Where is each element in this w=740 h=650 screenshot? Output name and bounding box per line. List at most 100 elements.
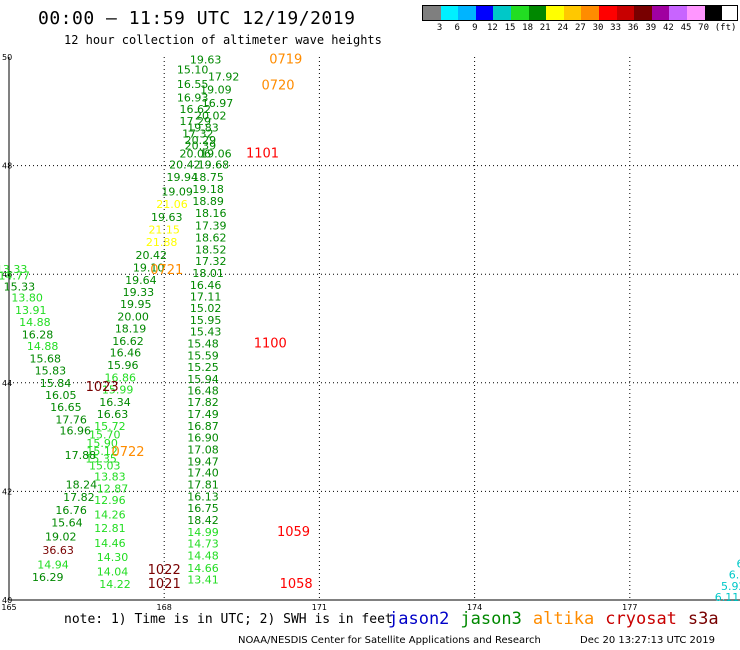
legend-swatch (686, 6, 705, 20)
y-tick-label: 50 (2, 53, 12, 62)
wave-height-label: 18.75 (192, 171, 224, 184)
footer-timestamp: Dec 20 13:27:13 UTC 2019 (580, 635, 715, 646)
pass-time-label: 0720 (261, 79, 294, 94)
wave-height-label: 13.41 (187, 574, 219, 587)
satellite-s3a: s3a (687, 609, 719, 629)
wave-height-label: 19.10 (133, 261, 165, 274)
legend-label: 36 (627, 23, 639, 33)
legend-label: 45 (680, 23, 692, 33)
legend-label: 6 (454, 23, 460, 33)
x-tick-label: 168 (157, 603, 172, 612)
wave-height-label: 16.93 (177, 92, 209, 105)
legend-label: 3 (436, 23, 443, 33)
x-tick-label: 171 (312, 603, 327, 612)
wave-height-label: 15.03 (89, 460, 121, 473)
wave-height-label: 19.63 (190, 54, 222, 67)
wave-height-label: 16.28 (22, 328, 54, 341)
wave-height-label: 19.63 (151, 211, 183, 224)
wave-height-label: 14.30 (97, 551, 129, 564)
y-tick-label: 40 (2, 596, 12, 605)
pass-time-label: 1021 (148, 577, 181, 592)
wave-height-label: 16.86 (104, 372, 136, 385)
pass-time-label: 1022 (148, 563, 181, 578)
wave-height-label: 16.48 (187, 385, 219, 398)
wave-height-label: 16.29 (32, 571, 64, 584)
wave-height-label: 15.59 (187, 349, 219, 362)
pass-time-label: 1100 (254, 337, 287, 352)
wave-height-label: 16.13 (187, 491, 219, 504)
wave-height-label: 17.88 (65, 449, 97, 462)
legend-swatch (423, 6, 441, 20)
wave-height-label: 16.87 (187, 420, 219, 433)
legend-swatch (616, 6, 635, 20)
wave-height-label: 18.89 (192, 195, 224, 208)
wave-height-label: 15.64 (51, 517, 83, 530)
legend-swatches (422, 5, 738, 21)
wave-height-label: 16.05 (45, 389, 77, 402)
wave-height-label: 17.92 (208, 70, 240, 83)
wave-height-label: 19.33 (123, 286, 155, 299)
wave-height-label: 18.42 (187, 514, 219, 527)
y-tick-label: 48 (2, 162, 12, 171)
wave-height-label: 16.55 (177, 78, 209, 91)
legend-label: 30 (592, 23, 604, 33)
wave-height-label: 16.46 (190, 279, 222, 292)
color-legend: 3 6 9 12 15 18 21 24 27 30 33 36 39 42 45 70 (ft) (422, 5, 738, 35)
wave-height-label: 17.39 (195, 220, 227, 233)
wave-height-label: 16.46 (110, 347, 142, 360)
legend-swatch (634, 6, 652, 20)
y-tick-label: 46 (2, 270, 12, 279)
wave-height-label: 17.82 (63, 491, 95, 504)
wave-height-label: 19.09 (200, 83, 232, 96)
legend-swatch (510, 6, 529, 20)
wave-height-label: 5.92 (721, 580, 740, 593)
legend-labels: 3 6 9 12 15 18 21 24 27 30 33 36 39 42 45 70 (ft) (422, 23, 738, 35)
axis-ticks: 165 168 171 174 177 40 42 44 46 48 50 (1, 53, 637, 612)
wave-height-label: 14.04 (97, 566, 129, 579)
x-tick-label: 177 (622, 603, 637, 612)
pass-time-label: 1059 (277, 525, 310, 540)
wave-height-label: 16.34 (99, 396, 131, 409)
wave-height-label: 15.48 (187, 338, 219, 351)
wave-height-label: 14.46 (94, 537, 126, 550)
wave-height-label: 6.90 (737, 557, 740, 570)
legend-swatch (546, 6, 564, 20)
wave-height-label: 12.81 (94, 522, 126, 535)
pass-time-label: 1101 (246, 146, 279, 161)
legend-swatch (669, 6, 687, 20)
wave-height-label: 14.94 (37, 559, 69, 572)
wave-height-label: 12.87 (97, 482, 129, 495)
wave-height-label: 17.08 (187, 443, 219, 456)
wave-height-label: 15.99 (102, 384, 134, 397)
wave-height-label: 19.06 (200, 147, 232, 160)
wave-height-label: 20.42 (136, 249, 168, 262)
legend-swatch (563, 6, 582, 20)
wave-height-label: 19.68 (198, 158, 230, 171)
x-tick-label: 165 (1, 603, 16, 612)
wave-height-label: 14.88 (27, 340, 59, 353)
legend-swatch (651, 6, 670, 20)
map-grid (8, 57, 740, 601)
legend-label: 12 (486, 23, 498, 33)
wave-height-label: 15.35 (85, 453, 117, 466)
satellite-cryosat: cryosat (605, 609, 677, 629)
altimeter-track-labels: 19.6315.1017.9216.5519.0916.9316.9716.62… (0, 54, 740, 605)
wave-height-label: 16.63 (97, 408, 129, 421)
wave-height-label: 14.73 (187, 537, 219, 550)
legend-label: 70 (698, 23, 710, 33)
legend-label: 21 (539, 23, 551, 33)
wave-height-label: 18.24 (66, 479, 98, 492)
wave-height-label: 13.33 (0, 263, 27, 276)
wave-height-label: 18.16 (195, 207, 227, 220)
wave-height-label: 17.40 (187, 467, 219, 480)
wave-height-label: 15.84 (40, 377, 72, 390)
pass-time-label: 0722 (111, 445, 144, 460)
wave-height-label: 16.76 (55, 504, 87, 517)
legend-swatch (528, 6, 547, 20)
wave-height-label: 16.62 (112, 335, 144, 348)
wave-height-label: 19.18 (192, 183, 224, 196)
wave-height-label: 14.22 (99, 578, 131, 591)
satellite-jason3: jason3 (460, 609, 522, 629)
legend-label: 9 (472, 23, 478, 33)
legend-label: 33 (610, 23, 622, 33)
